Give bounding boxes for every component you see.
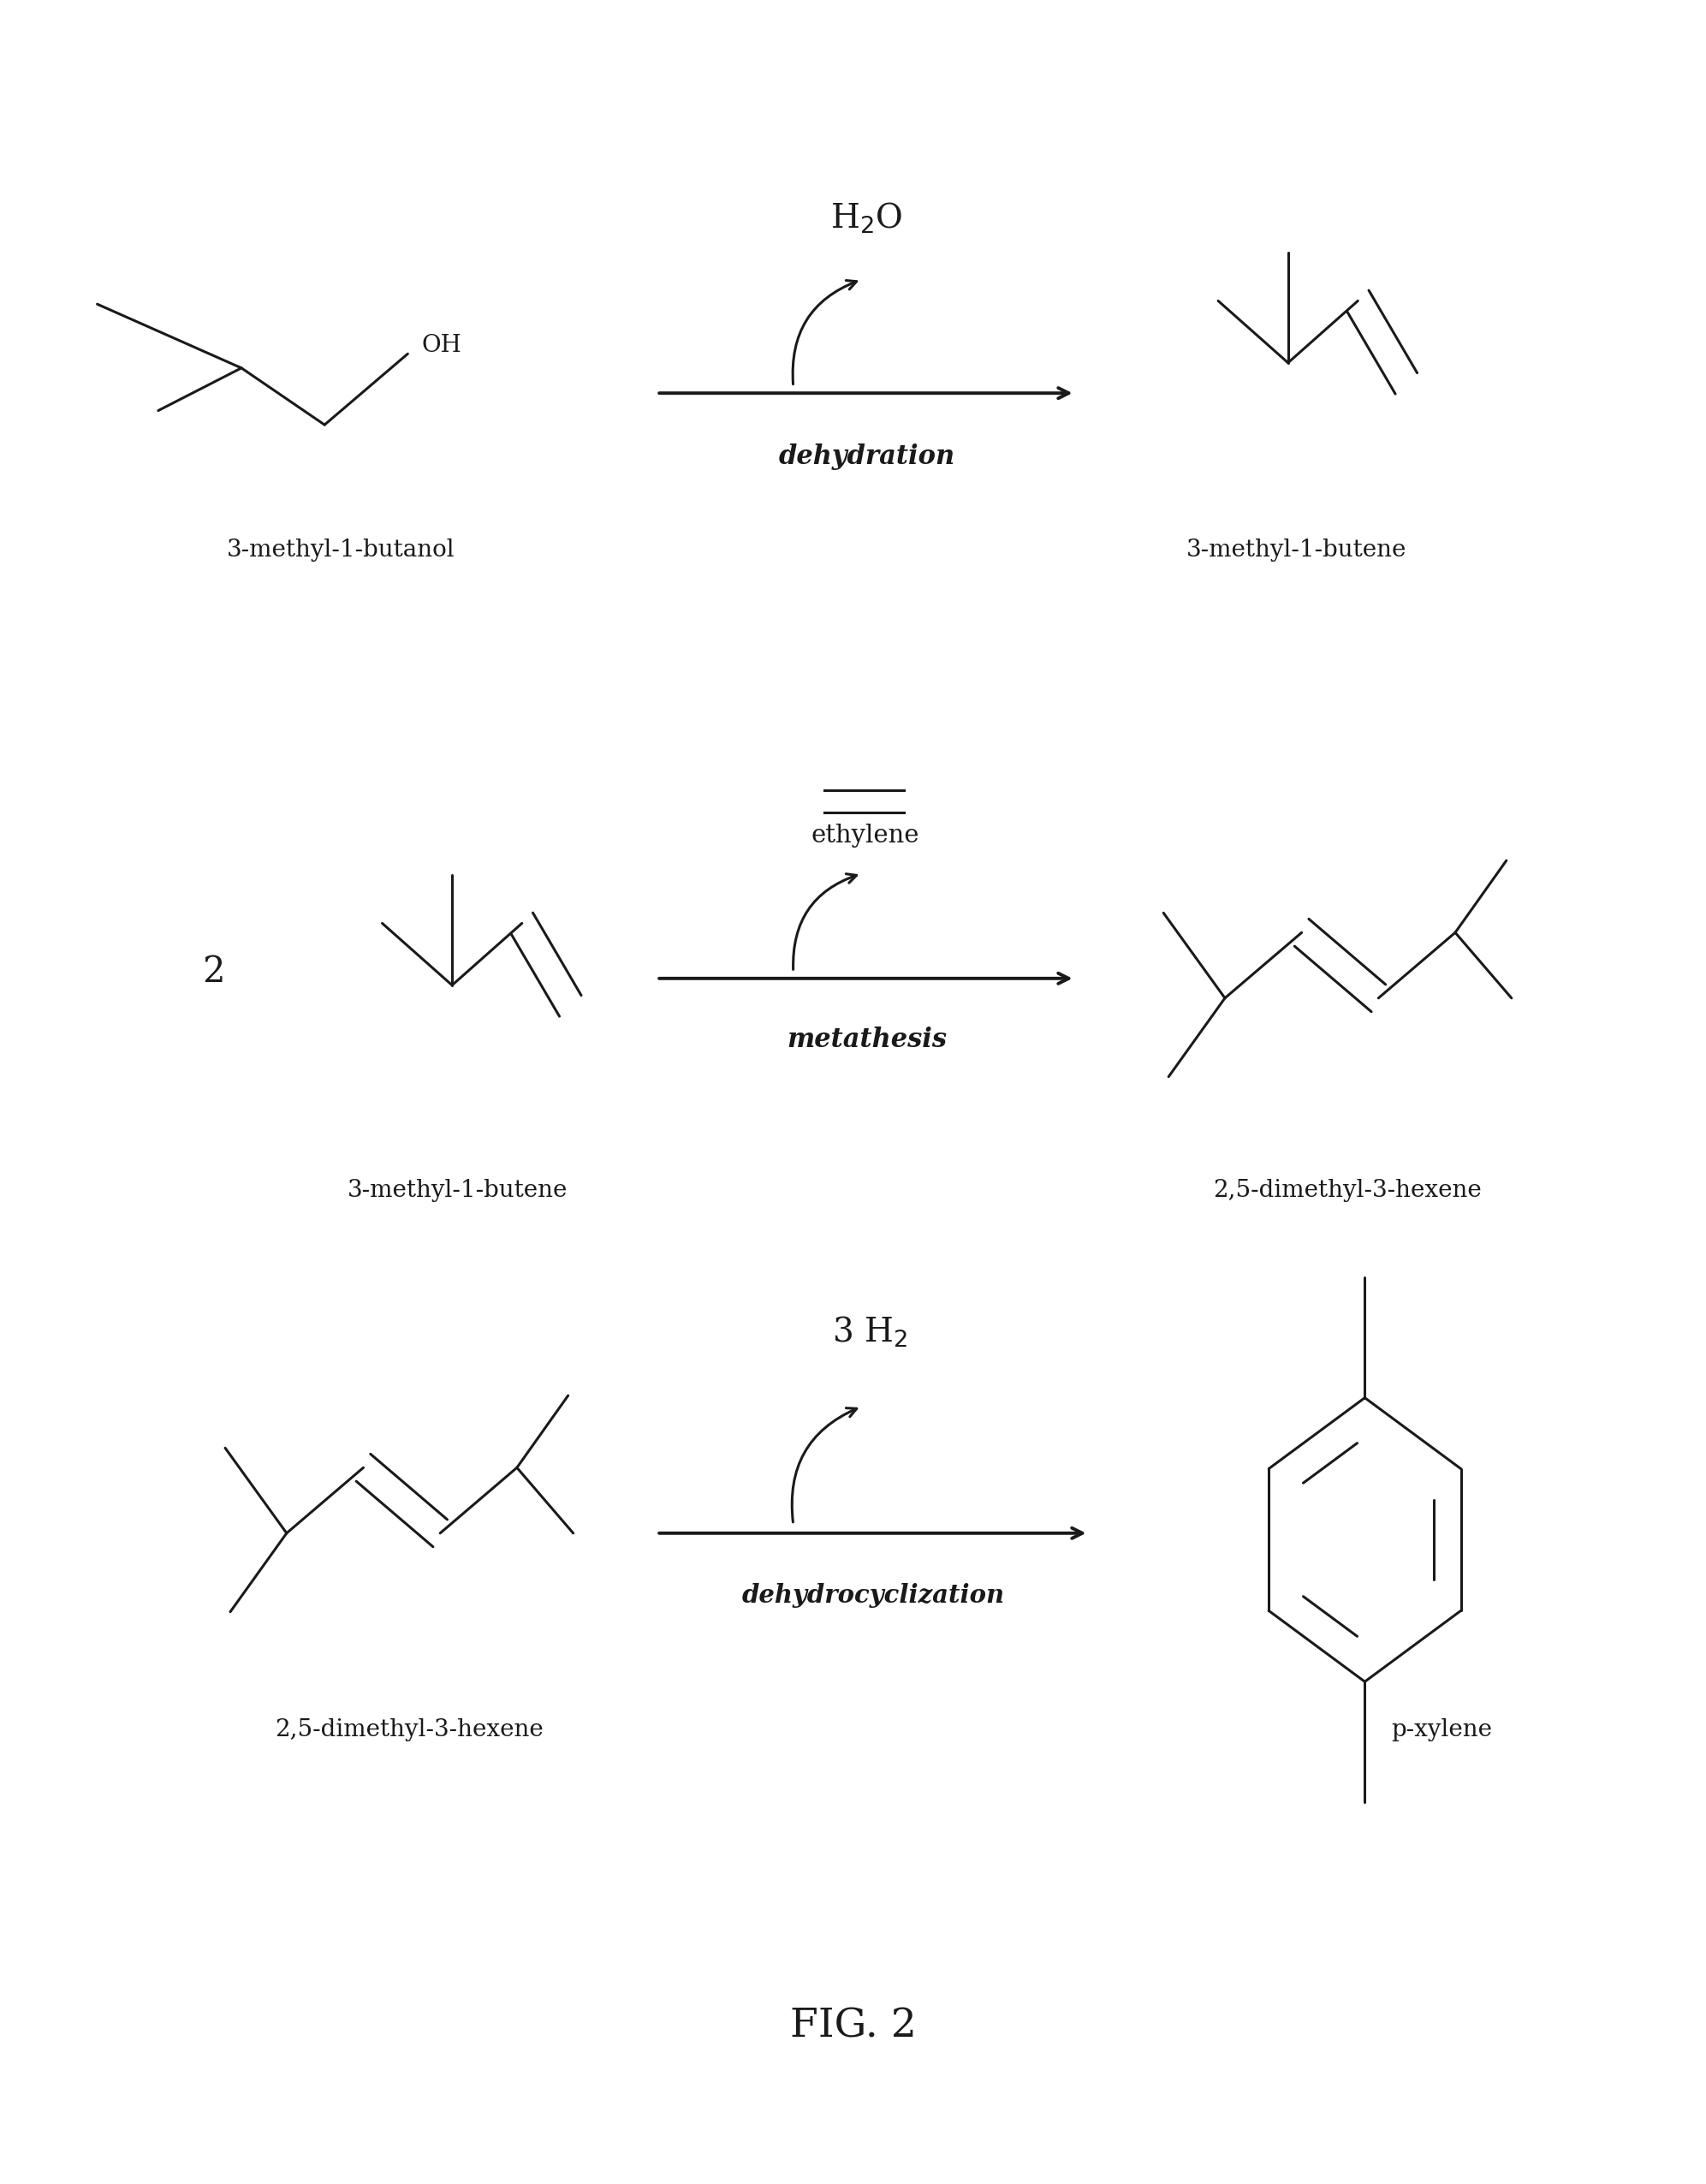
Text: metathesis: metathesis [786, 1026, 947, 1053]
Text: dehydration: dehydration [778, 443, 955, 470]
Text: H$_2$O: H$_2$O [831, 201, 902, 236]
Text: 3 H$_2$: 3 H$_2$ [833, 1315, 908, 1350]
Text: dehydrocyclization: dehydrocyclization [742, 1583, 1005, 1607]
Text: OH: OH [421, 334, 461, 356]
Text: ethylene: ethylene [810, 823, 920, 847]
Text: p-xylene: p-xylene [1390, 1719, 1493, 1741]
Text: 2,5-dimethyl-3-hexene: 2,5-dimethyl-3-hexene [1213, 1179, 1483, 1201]
Text: 3-methyl-1-butene: 3-methyl-1-butene [346, 1179, 568, 1201]
Text: 2,5-dimethyl-3-hexene: 2,5-dimethyl-3-hexene [275, 1719, 544, 1741]
Text: 3-methyl-1-butene: 3-methyl-1-butene [1186, 539, 1407, 561]
Text: FIG. 2: FIG. 2 [790, 2007, 916, 2046]
Text: 3-methyl-1-butanol: 3-methyl-1-butanol [227, 539, 456, 561]
Text: 2: 2 [201, 954, 225, 989]
